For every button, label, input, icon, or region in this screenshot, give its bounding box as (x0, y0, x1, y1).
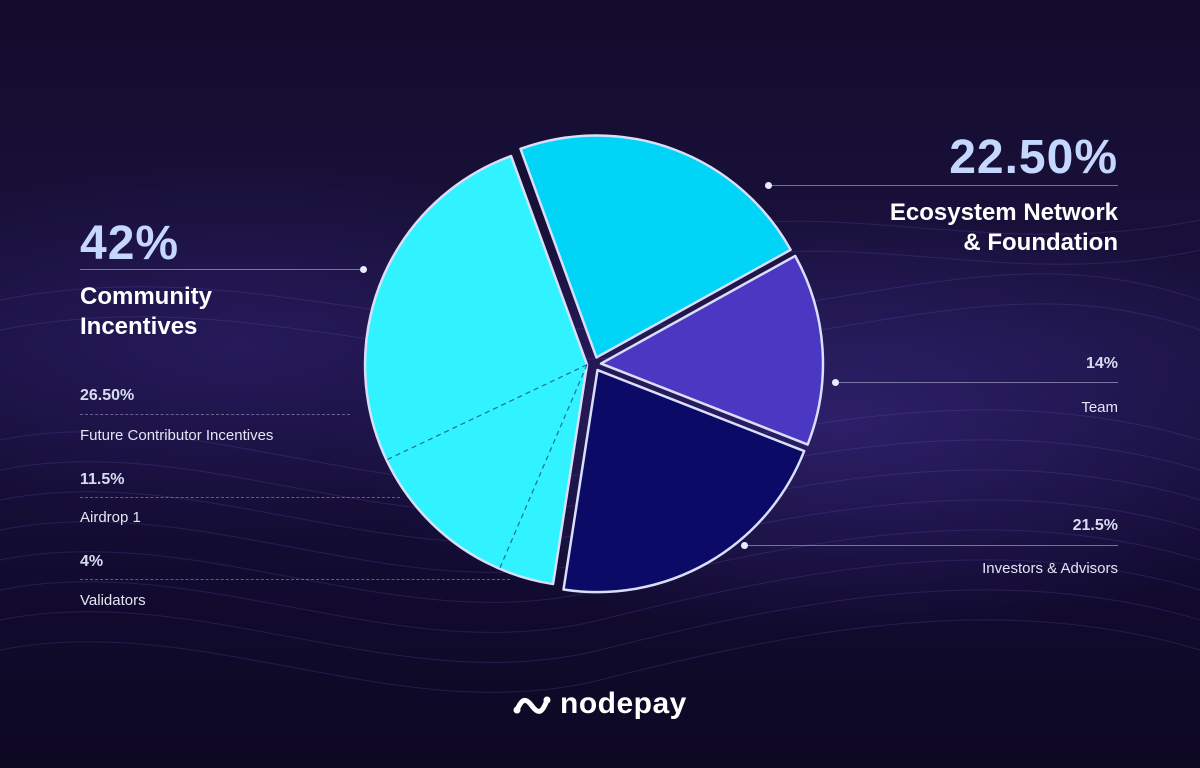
ecosystem-pointer-dot (765, 182, 772, 189)
future-contributor-rule (80, 414, 350, 415)
investors-percent: 21.5% (1072, 517, 1118, 534)
future-contributor-label: Future Contributor Incentives (80, 427, 274, 444)
airdrop-percent: 11.5% (80, 471, 125, 488)
validators-label: Validators (80, 592, 146, 609)
airdrop-rule (80, 497, 400, 498)
validators-rule (80, 579, 510, 580)
nodepay-logo: nodepay (512, 686, 687, 722)
ecosystem-percent: 22.50% (949, 131, 1118, 184)
community-incentives-percent: 42% (80, 217, 180, 270)
pie-slice-team (599, 254, 825, 446)
pie-slice-investors-advisors (562, 368, 806, 594)
community-incentives-label-line2: Incentives (80, 313, 198, 340)
team-percent: 14% (1085, 355, 1118, 372)
ecosystem-label-line2: & Foundation (963, 229, 1118, 256)
wave-dots-icon (513, 696, 551, 714)
community-rule (80, 269, 360, 270)
investors-pointer-dot (741, 542, 748, 549)
brand-name: nodepay (560, 687, 687, 720)
investors-label: Investors & Advisors (982, 560, 1118, 577)
pie-slice-community-incentives (363, 154, 589, 586)
ecosystem-label-line1: Ecosystem Network (889, 199, 1118, 226)
validators-percent: 4% (80, 553, 104, 570)
team-label: Team (1081, 399, 1118, 416)
airdrop-label: Airdrop 1 (80, 509, 141, 526)
investors-rule (746, 545, 1118, 546)
team-pointer-dot (832, 379, 839, 386)
community-incentives-label-line1: Community (80, 283, 212, 310)
future-contributor-percent: 26.50% (80, 387, 135, 404)
pie-slice-ecosystem-network-foundation (519, 134, 792, 359)
team-rule (836, 382, 1118, 383)
pie-subdivider-validators (499, 364, 588, 569)
pie-subdivider-airdrop-1 (386, 364, 588, 461)
ecosystem-rule (770, 185, 1118, 186)
community-pointer-dot (360, 266, 367, 273)
